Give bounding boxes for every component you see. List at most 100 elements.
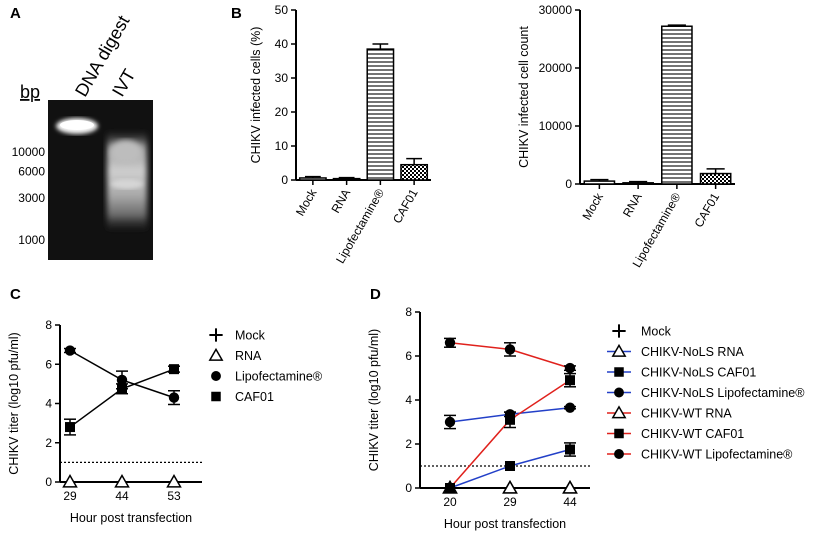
- point-chikv-wt-rna-29: [502, 479, 518, 494]
- legend-marker-lipofectamine: [211, 371, 221, 381]
- legend-label-chikv-nols-caf01: CHIKV-NoLS CAF01: [641, 366, 756, 380]
- legend-marker-chikv-wt-lipofectamine: [614, 449, 624, 459]
- panel-letter-c: C: [10, 286, 21, 303]
- legend-marker-mock: [612, 324, 626, 338]
- bar-rna: [622, 182, 654, 185]
- legend-d: Mock CHIKV-NoLS RNA CHIKV-NoLS CAF01 CHIKV-…: [607, 324, 805, 462]
- panel-letter-d: D: [370, 286, 381, 303]
- x-tick-label: 29: [503, 495, 517, 509]
- point-chikv-wt-caf01-29: [505, 414, 515, 425]
- gel-band-ivt-top: [110, 140, 142, 164]
- point-chikv-wt-rna-44: [562, 479, 578, 494]
- chart-b2-infected-cell-count: 0 10000 20000 30000 CHIKV infected cell coun…: [517, 3, 735, 270]
- legend-label-chikv-wt-rna: CHIKV-WT RNA: [641, 407, 732, 421]
- gel-band-ivt-3000: [111, 179, 143, 189]
- bar-caf01: [699, 172, 732, 185]
- y-tick-label: 0: [281, 173, 288, 187]
- gel-bp-label: bp: [20, 82, 40, 102]
- x-tick-label: 44: [115, 489, 129, 503]
- point-lipofectamine-44: [116, 374, 128, 386]
- y-axis-label: CHIKV infected cells (%): [249, 27, 263, 164]
- legend-marker-chikv-nols-caf01: [614, 367, 624, 377]
- y-tick-label: 2: [45, 436, 52, 450]
- x-tick-label-caf01: CAF01: [390, 186, 421, 226]
- bar-lipofectamine: [366, 48, 395, 181]
- series-line-chikv-wt-caf01: [449, 379, 571, 489]
- panel-letter-b: B: [231, 5, 242, 22]
- y-tick-label: 6: [405, 349, 412, 363]
- point-chikv-nols-lipofectamine-20: [444, 416, 456, 428]
- gel-ladder-label-1000: 1000: [18, 233, 45, 247]
- point-caf01-29: [65, 422, 75, 433]
- point-caf01-53: [169, 364, 179, 375]
- bar-lipofectamine: [661, 25, 693, 185]
- legend-marker-caf01: [211, 391, 221, 402]
- point-chikv-wt-lipofectamine-29: [504, 344, 516, 355]
- y-tick-label: 2: [405, 437, 412, 451]
- point-rna-44: [114, 473, 130, 488]
- legend-label-chikv-nols-lipofectamine: CHIKV-NoLS Lipofectamine®: [641, 386, 805, 400]
- x-tick-label-mock: Mock: [580, 190, 607, 223]
- point-chikv-wt-caf01-44: [565, 375, 575, 386]
- y-tick-label: 30: [275, 71, 289, 85]
- x-tick-label: 44: [563, 495, 577, 509]
- y-tick-label: 40: [275, 37, 289, 51]
- legend-label-mock: Mock: [641, 325, 672, 339]
- x-tick-label-mock: Mock: [293, 186, 320, 219]
- bar-mock: [298, 177, 327, 181]
- bar-caf01: [400, 163, 429, 181]
- legend-marker-chikv-nols-rna: [611, 343, 627, 357]
- legend-label-chikv-wt-caf01: CHIKV-WT CAF01: [641, 427, 744, 441]
- gel-band-dna-digest-core: [60, 120, 94, 130]
- legend-marker-chikv-nols-lipofectamine: [614, 387, 624, 398]
- y-tick-label: 8: [405, 305, 412, 319]
- legend-label-caf01: CAF01: [235, 390, 274, 404]
- chart-c-titer: 0 2 4 6 8 29 44 53 Hour post transfection CHIKV t…: [7, 318, 202, 525]
- x-tick-label: 20: [443, 495, 457, 509]
- point-lipofectamine-53: [168, 392, 180, 403]
- bar-rna: [332, 177, 361, 181]
- point-chikv-nols-caf01-44: [565, 444, 575, 455]
- point-caf01-44: [117, 383, 127, 394]
- y-tick-label: 0: [565, 177, 572, 191]
- legend-label-mock: Mock: [235, 329, 266, 343]
- y-tick-label: 50: [275, 3, 289, 17]
- legend-marker-chikv-wt-caf01: [614, 428, 624, 439]
- x-tick-label: 29: [63, 489, 77, 503]
- y-tick-label: 8: [45, 318, 52, 332]
- point-rna-53: [166, 473, 182, 488]
- legend-c: Mock RNA Lipofectamine® CAF01: [208, 328, 323, 404]
- point-chikv-wt-lipofectamine-20: [444, 337, 456, 348]
- bar-mock: [583, 180, 616, 185]
- point-chikv-wt-caf01-20: [445, 483, 455, 493]
- chart-b1-infected-cells-percent: 0 10 20 30 40 50 CHIKV infected cells (%) Mock R…: [249, 3, 431, 266]
- point-lipofectamine-29: [64, 345, 76, 356]
- legend-label-chikv-wt-lipofectamine: CHIKV-WT Lipofectamine®: [641, 448, 793, 462]
- x-tick-label-caf01: CAF01: [691, 190, 722, 230]
- y-axis-label: CHIKV infected cell count: [517, 26, 531, 168]
- legend-label-rna: RNA: [235, 349, 262, 363]
- y-tick-label: 0: [405, 481, 412, 495]
- y-tick-label: 20000: [539, 61, 573, 75]
- point-rna-29: [62, 473, 78, 488]
- y-tick-label: 30000: [539, 3, 573, 17]
- point-chikv-wt-lipofectamine-44: [564, 362, 576, 374]
- y-axis-label: CHIKV titer (log10 pfu/ml): [7, 332, 21, 474]
- y-tick-label: 20: [275, 105, 289, 119]
- x-tick-label-rna: RNA: [620, 191, 645, 220]
- point-chikv-nols-lipofectamine-44: [564, 402, 576, 413]
- y-tick-label: 6: [45, 357, 52, 371]
- legend-label-chikv-nols-rna: CHIKV-NoLS RNA: [641, 345, 744, 359]
- legend-marker-rna: [208, 347, 224, 361]
- y-tick-label: 10: [275, 139, 289, 153]
- x-tick-label: 53: [167, 489, 181, 503]
- y-tick-label: 4: [405, 393, 412, 407]
- y-tick-label: 4: [45, 397, 52, 411]
- chart-d-titer: 0 2 4 6 8 20 29 44 Hour post transfection CHIKV t…: [367, 305, 590, 531]
- point-chikv-nols-caf01-29: [505, 461, 515, 471]
- gel-ladder-label-3000: 3000: [18, 191, 45, 205]
- panel-letter-a: A: [10, 5, 21, 22]
- gel-ladder-label-6000: 6000: [18, 165, 45, 179]
